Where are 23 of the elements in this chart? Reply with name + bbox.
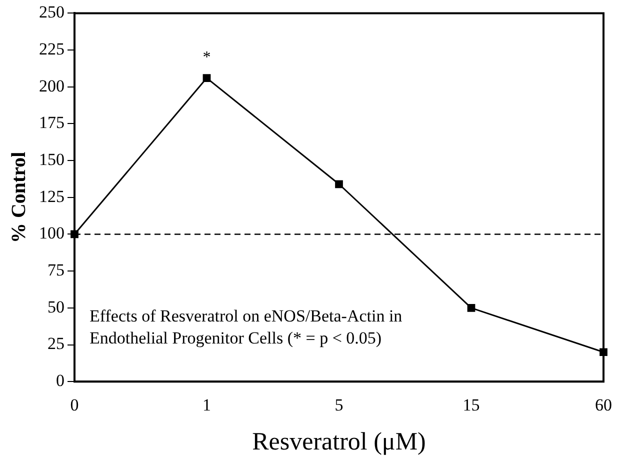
y-tick-label: 100	[39, 224, 64, 243]
y-axis-title: % Control	[8, 151, 30, 244]
annotation: Effects of Resveratrol on eNOS/Beta-Actin in Endothelial Progenitor Cells (* = p < 0.05)	[90, 306, 403, 348]
point	[202, 74, 211, 82]
x-tick-label: 0	[70, 395, 79, 414]
y-tick-label: 0	[56, 371, 64, 390]
x-tick-label: 15	[462, 395, 480, 414]
point	[335, 180, 343, 188]
annotation: *	[202, 49, 211, 66]
y-tick-label: 125	[39, 186, 64, 206]
y-tick-label: 25	[48, 334, 64, 354]
y-tick-label: 250	[39, 2, 64, 22]
x-tick-label: 1	[202, 395, 211, 414]
y-tick-label: 175	[39, 113, 64, 132]
x-tick-label: 5	[334, 395, 344, 414]
point	[467, 304, 476, 312]
y-tick-label: 75	[48, 260, 64, 280]
y-tick-label: 200	[39, 76, 64, 96]
x-tick-label: 60	[595, 395, 612, 414]
y-tick-label: 150	[39, 150, 64, 170]
y-tick-label: 225	[39, 40, 64, 59]
y-tick-label: 50	[48, 297, 64, 316]
x-axis-title: Resveratrol (μM)	[252, 428, 426, 456]
